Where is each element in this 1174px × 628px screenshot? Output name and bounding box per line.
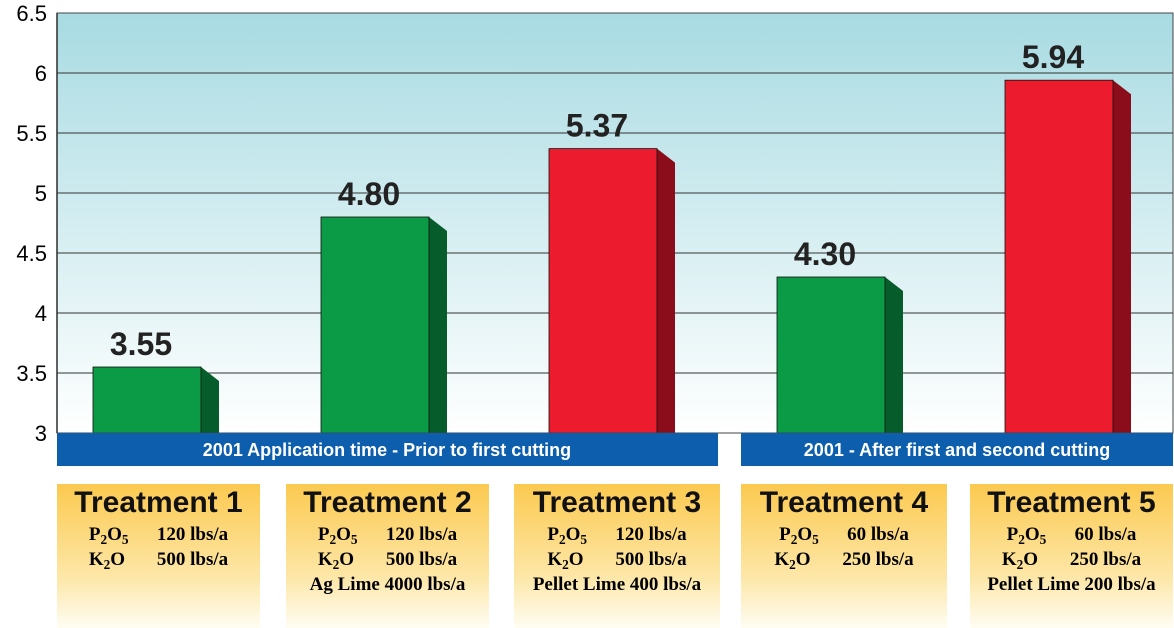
p2o5-rate: 120 lbs/a bbox=[615, 524, 687, 545]
bar-value-label: 4.80 bbox=[338, 176, 400, 212]
y-tick-label: 4.5 bbox=[16, 241, 47, 266]
k2o-line: K2O 500 lbs/a bbox=[57, 547, 260, 572]
k2o-formula: K2O bbox=[547, 549, 584, 572]
bar-value-label: 5.37 bbox=[566, 108, 628, 144]
p2o5-line: P2O5 60 lbs/a bbox=[970, 522, 1173, 547]
bars: 3.55 4.80 5.37 4.30 5.94 bbox=[92, 39, 1131, 434]
p2o5-rate: 60 lbs/a bbox=[1074, 524, 1137, 545]
treatment-title: Treatment 4 bbox=[759, 486, 929, 519]
k2o-line: K2O 500 lbs/a bbox=[514, 547, 720, 572]
k2o-rate: 500 lbs/a bbox=[156, 549, 229, 570]
y-axis-ticks: 3 3.5 4 4.5 5 5.5 6 6.5 bbox=[16, 1, 47, 446]
lime-line: Ag Lime 4000 lbs/a bbox=[309, 574, 466, 595]
bar-4: 4.30 bbox=[776, 236, 903, 434]
bar-value-label: 3.55 bbox=[110, 326, 172, 362]
y-tick-label: 6 bbox=[35, 61, 47, 86]
k2o-formula: K2O bbox=[774, 549, 811, 572]
p2o5-rate: 120 lbs/a bbox=[156, 524, 229, 545]
bar-side bbox=[1113, 80, 1131, 433]
treatment-title: Treatment 5 bbox=[987, 486, 1156, 519]
bar-front bbox=[92, 366, 202, 434]
treatment-panel-4: Treatment 4 P2O5 60 lbs/a K2O 250 lbs/a bbox=[741, 484, 947, 628]
p2o5-formula: P2O5 bbox=[88, 524, 129, 547]
k2o-rate: 500 lbs/a bbox=[385, 549, 458, 570]
p2o5-line: P2O5 60 lbs/a bbox=[741, 522, 947, 547]
y-tick-label: 5 bbox=[35, 181, 47, 206]
k2o-line: K2O 250 lbs/a bbox=[741, 547, 947, 572]
y-tick-label: 5.5 bbox=[16, 121, 47, 146]
p2o5-formula: P2O5 bbox=[1006, 524, 1047, 547]
k2o-rate: 250 lbs/a bbox=[1069, 549, 1142, 570]
bar-side bbox=[429, 217, 447, 433]
lime-line: Pellet Lime 200 lbs/a bbox=[987, 574, 1156, 595]
group-band-1: 2001 Application time - Prior to first c… bbox=[57, 433, 718, 466]
p2o5-formula: P2O5 bbox=[317, 524, 358, 547]
p2o5-formula: P2O5 bbox=[547, 524, 588, 547]
k2o-formula: K2O bbox=[1001, 549, 1039, 572]
treatment-title: Treatment 2 bbox=[303, 486, 472, 519]
k2o-rate: 500 lbs/a bbox=[615, 549, 687, 570]
bar-value-label: 4.30 bbox=[794, 236, 856, 272]
treatment-title: Treatment 1 bbox=[74, 486, 243, 519]
treatment-panel-2: Treatment 2 P2O5 120 lbs/a K2O 500 lbs/a Ag L… bbox=[286, 484, 489, 628]
k2o-formula: K2O bbox=[88, 549, 126, 572]
k2o-line: K2O 250 lbs/a bbox=[970, 547, 1173, 572]
k2o-line: K2O 500 lbs/a bbox=[286, 547, 489, 572]
p2o5-formula: P2O5 bbox=[779, 524, 819, 547]
bar-side bbox=[657, 148, 675, 433]
lime-line: Pellet Lime 400 lbs/a bbox=[532, 574, 702, 595]
bar-2: 4.80 bbox=[320, 176, 447, 434]
group-band-2-label: 2001 - After first and second cutting bbox=[804, 440, 1110, 460]
k2o-rate: 250 lbs/a bbox=[842, 549, 914, 570]
y-tick-label: 4 bbox=[35, 301, 47, 326]
y-tick-label: 3.5 bbox=[16, 361, 47, 386]
bar-front bbox=[1004, 79, 1114, 434]
bar-front bbox=[320, 216, 430, 434]
p2o5-line: P2O5 120 lbs/a bbox=[514, 522, 720, 547]
treatment-panel-1: Treatment 1 P2O5 120 lbs/a K2O 500 lbs/a bbox=[57, 484, 260, 628]
p2o5-line: P2O5 120 lbs/a bbox=[286, 522, 489, 547]
treatment-panel-3: Treatment 3 P2O5 120 lbs/a K2O 500 lbs/a Pell… bbox=[514, 484, 720, 628]
bar-5: 5.94 bbox=[1004, 39, 1131, 434]
bar-1: 3.55 bbox=[92, 326, 219, 434]
bar-value-label: 5.94 bbox=[1022, 39, 1084, 75]
treatment-panel-5: Treatment 5 P2O5 60 lbs/a K2O 250 lbs/a Pelle… bbox=[970, 484, 1173, 628]
bar-front bbox=[548, 148, 658, 434]
y-tick-label: 3 bbox=[35, 421, 47, 446]
p2o5-rate: 60 lbs/a bbox=[847, 524, 909, 545]
treatment-title: Treatment 3 bbox=[532, 486, 702, 519]
y-tick-label: 6.5 bbox=[16, 1, 47, 26]
bar-front bbox=[776, 276, 886, 434]
k2o-formula: K2O bbox=[317, 549, 355, 572]
bar-side bbox=[201, 367, 219, 433]
group-band-1-label: 2001 Application time - Prior to first c… bbox=[203, 440, 571, 460]
group-band-2: 2001 - After first and second cutting bbox=[741, 433, 1173, 466]
p2o5-rate: 120 lbs/a bbox=[385, 524, 458, 545]
bar-3: 5.37 bbox=[548, 108, 675, 434]
p2o5-line: P2O5 120 lbs/a bbox=[57, 522, 260, 547]
bar-side bbox=[885, 277, 903, 433]
